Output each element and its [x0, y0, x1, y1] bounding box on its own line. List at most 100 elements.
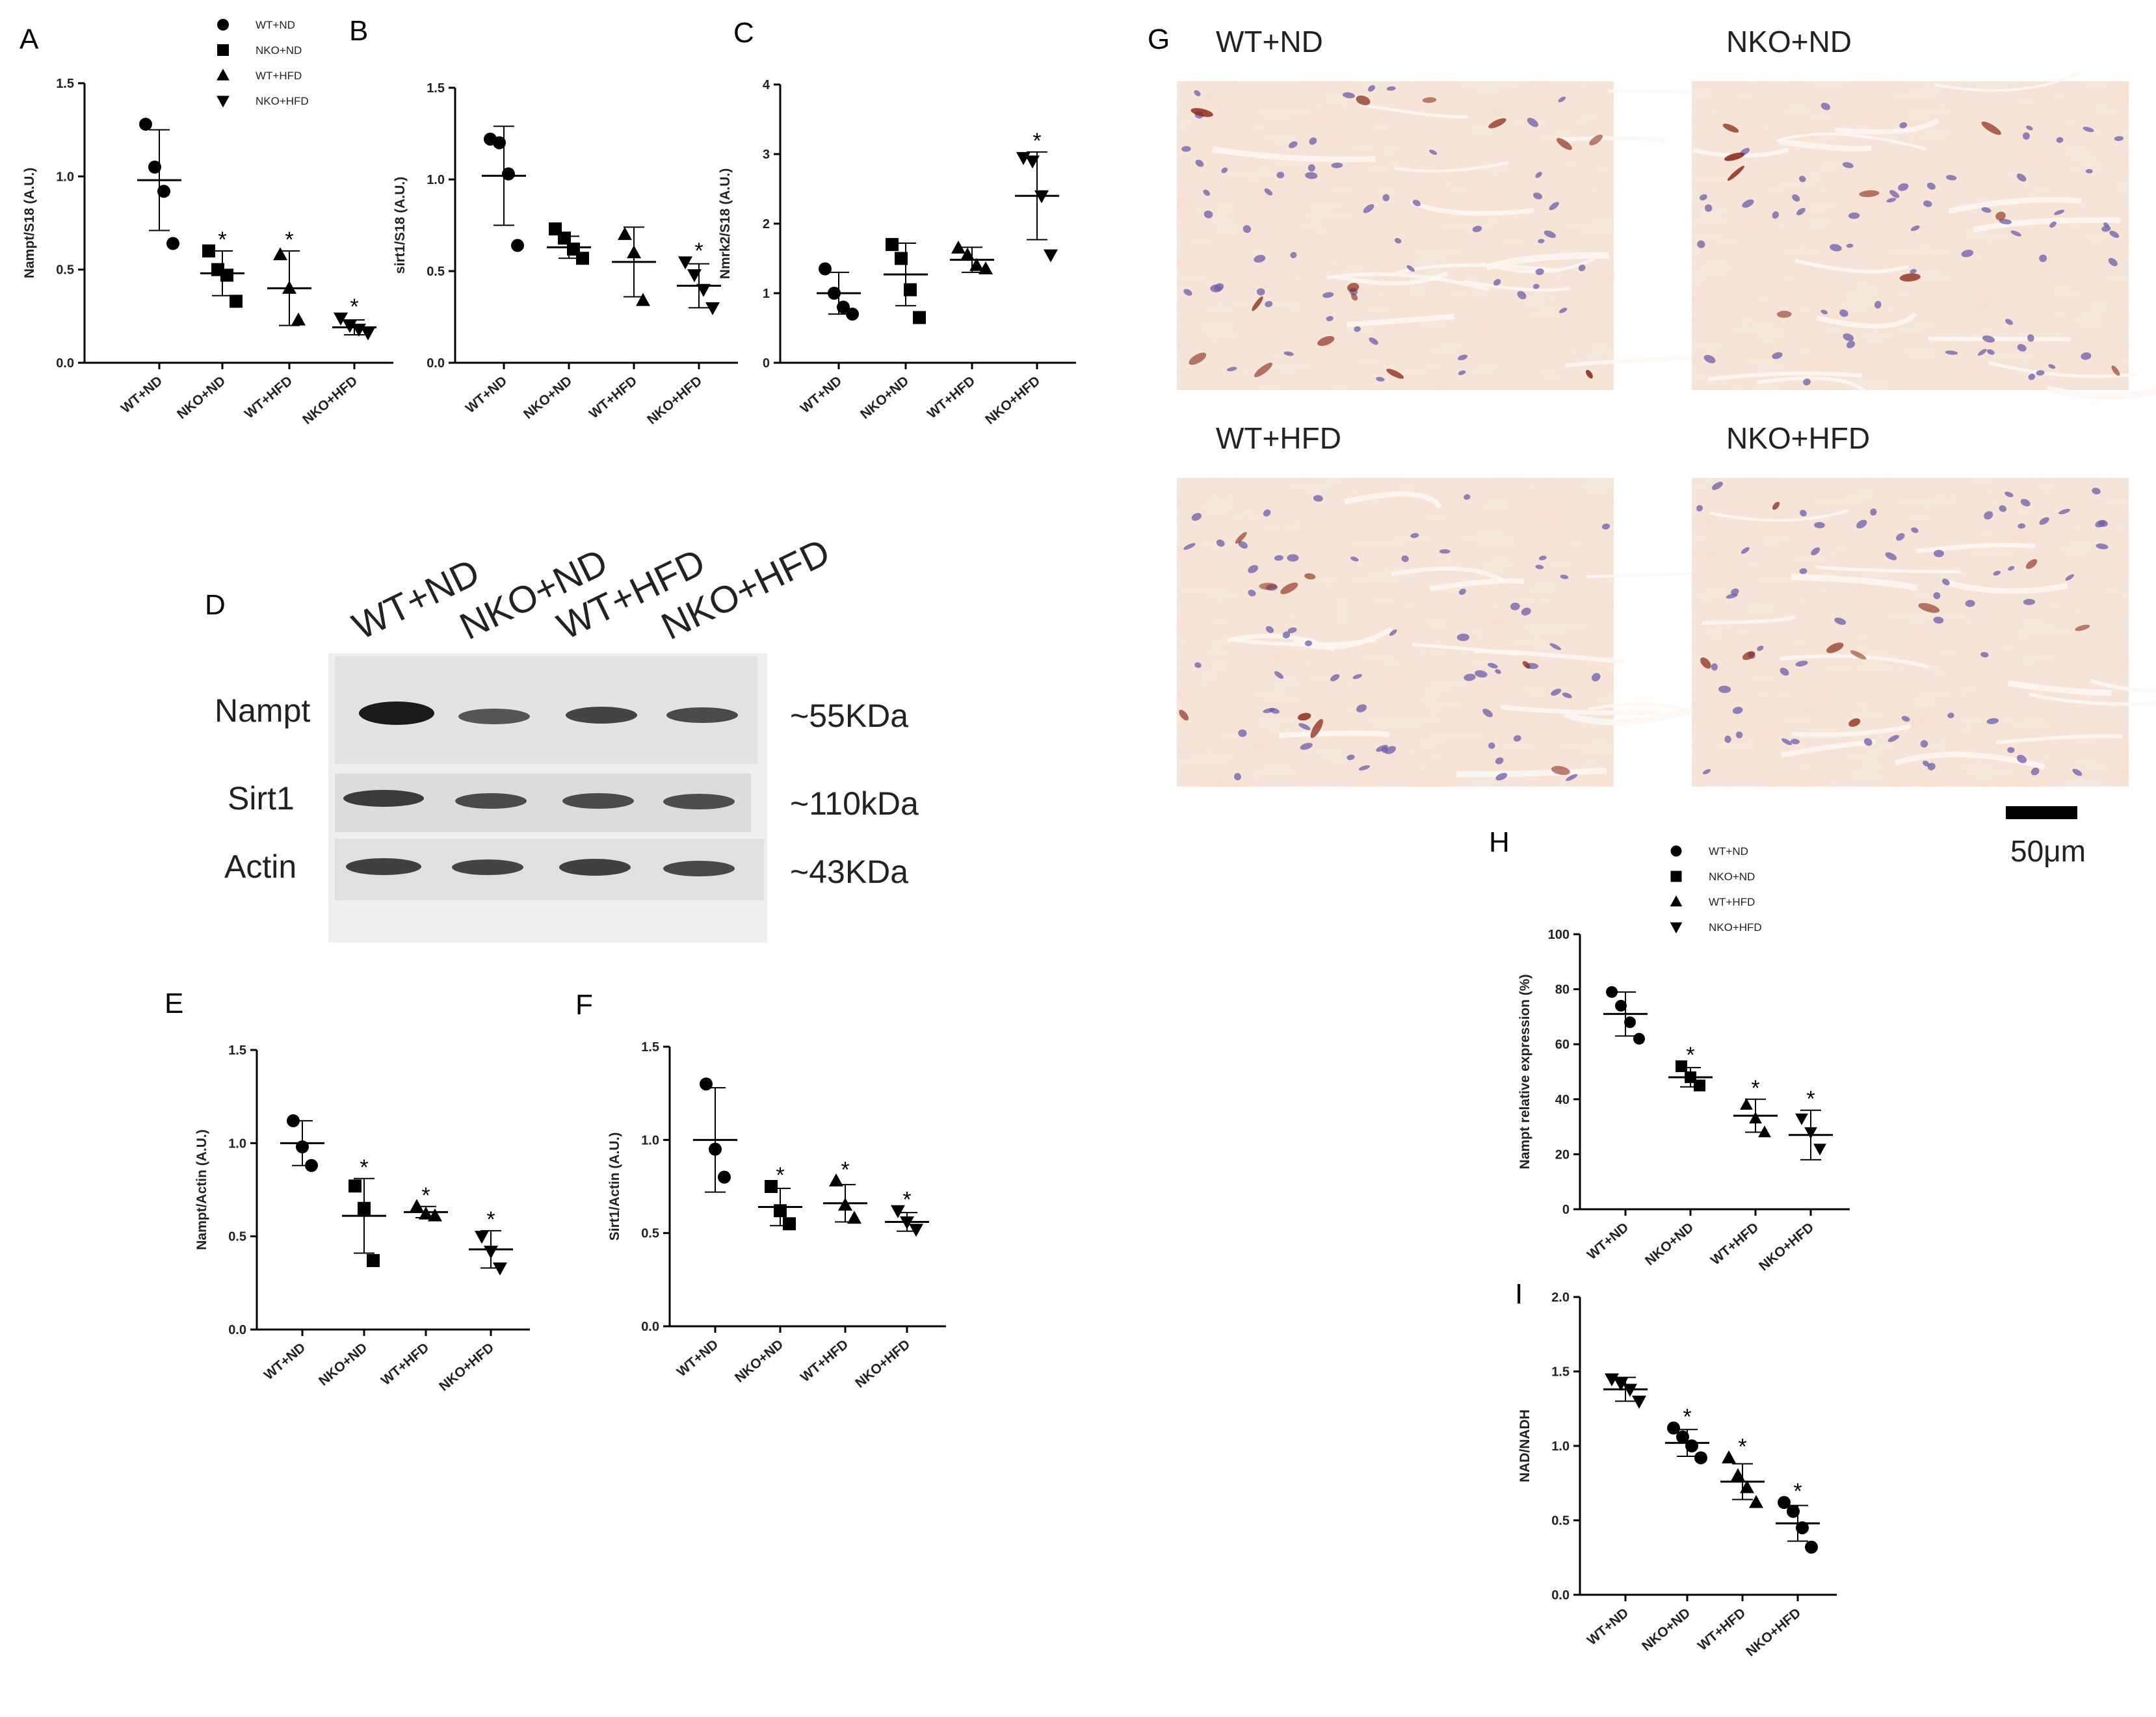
nucleus	[1731, 588, 1739, 596]
series-I-0	[1603, 1373, 1648, 1409]
nucleus	[1194, 662, 1202, 668]
nucleus	[1367, 85, 1375, 92]
nucleus	[1562, 692, 1572, 698]
blot-band-nampt-1	[359, 701, 434, 725]
significance-star: *	[902, 1187, 911, 1212]
data-point	[891, 1205, 905, 1218]
data-point	[558, 231, 571, 245]
nucleus	[2114, 136, 2123, 141]
nucleus	[1887, 735, 1900, 742]
data-point	[148, 161, 161, 174]
data-point	[1740, 1480, 1754, 1493]
nucleus	[1933, 616, 1944, 624]
y-tick-label: 0.0	[56, 356, 74, 371]
nucleus	[2085, 168, 2093, 174]
series-A-3: *	[332, 295, 376, 341]
y-tick-label: 4	[763, 78, 770, 92]
nucleus	[1842, 162, 1854, 168]
blot-band-actin-1	[346, 858, 421, 875]
stain-spot	[1488, 118, 1506, 129]
nucleus	[1578, 264, 1586, 272]
stain-spot	[1551, 766, 1570, 776]
y-tick-label: 0.5	[427, 265, 445, 279]
nucleus	[1356, 704, 1367, 713]
data-point	[718, 1170, 731, 1184]
stain-spot	[2075, 624, 2090, 631]
y-tick-label: 0.5	[56, 263, 74, 278]
x-tick-label: NKO+ND	[174, 373, 228, 422]
nucleus	[1757, 646, 1764, 651]
stain-spot	[1350, 293, 1358, 301]
stain-spot	[1522, 661, 1531, 669]
y-tick-label: 1.0	[56, 170, 74, 184]
nucleus	[1412, 200, 1421, 207]
stain-spot	[1347, 283, 1360, 293]
nucleus	[1238, 729, 1247, 737]
nucleus	[1886, 198, 1897, 203]
nucleus	[1535, 268, 1544, 276]
blot-protein-label: Sirt1	[228, 780, 295, 817]
nucleus	[1488, 742, 1495, 749]
h-legend-label: WT+ND	[1709, 845, 1748, 858]
data-point	[886, 238, 899, 252]
nucleus	[1256, 288, 1265, 296]
nucleus	[1732, 707, 1743, 714]
data-point	[166, 237, 179, 250]
nucleus	[1933, 592, 1941, 599]
tissue-gap	[2029, 692, 2156, 706]
data-point	[895, 252, 908, 265]
blot-band-actin-2	[452, 859, 523, 875]
x-tick-label: WT+ND	[118, 373, 165, 416]
stain-spot	[1356, 95, 1371, 105]
y-tick-label: 1.5	[56, 77, 74, 91]
data-point	[502, 167, 515, 181]
nucleus	[1942, 578, 1950, 586]
blot-size-label: ~55KDa	[790, 698, 908, 734]
nucleus	[1513, 735, 1521, 742]
tissue-gap	[1776, 133, 1927, 151]
x-tick-label: WT+ND	[1584, 1605, 1631, 1648]
y-tick-label: 60	[1555, 1038, 1570, 1052]
data-point	[1813, 1144, 1826, 1156]
nucleus	[1798, 176, 1806, 183]
nucleus	[1792, 194, 1800, 202]
nucleus	[1795, 661, 1808, 667]
nucleus	[1248, 589, 1256, 597]
data-point	[700, 1077, 713, 1091]
nucleus	[2023, 599, 2036, 605]
data-point	[837, 300, 850, 314]
nucleus	[1796, 207, 1806, 216]
nucleus	[1493, 279, 1501, 286]
nucleus	[1233, 772, 1241, 781]
blot-band-sirt1-1	[343, 790, 424, 807]
y-axis-label: Nampt relative expression (%)	[1518, 975, 1532, 1170]
stain-spot	[1727, 165, 1744, 181]
nucleus	[1389, 629, 1397, 636]
series-E-2: *	[404, 1183, 448, 1222]
h-legend-marker	[1670, 871, 1682, 882]
blot-protein-label: Nampt	[215, 692, 310, 729]
series-H-1: *	[1668, 1043, 1713, 1092]
data-point	[829, 1173, 843, 1186]
tissue-gap	[1559, 136, 1666, 143]
data-point	[230, 295, 243, 308]
stain-spot	[1422, 97, 1437, 103]
significance-star: *	[776, 1163, 784, 1188]
data-point	[783, 1217, 796, 1231]
series-A-2: *	[267, 228, 311, 326]
nucleus	[1248, 565, 1259, 573]
data-point	[1722, 1450, 1736, 1463]
top-legend-label: NKO+HFD	[256, 95, 309, 107]
nucleus	[2023, 132, 2030, 140]
blot-protein-label: Actin	[224, 848, 296, 885]
nucleus	[1265, 626, 1274, 633]
stain-spot	[1190, 108, 1213, 117]
x-tick-label: NKO+HFD	[1743, 1605, 1804, 1659]
stain-spot	[1386, 369, 1404, 379]
x-tick-label: NKO+ND	[521, 373, 575, 422]
tissue-texture	[1692, 478, 2129, 787]
nucleus	[1216, 539, 1225, 547]
nucleus	[1394, 238, 1402, 244]
data-point	[348, 1179, 362, 1193]
